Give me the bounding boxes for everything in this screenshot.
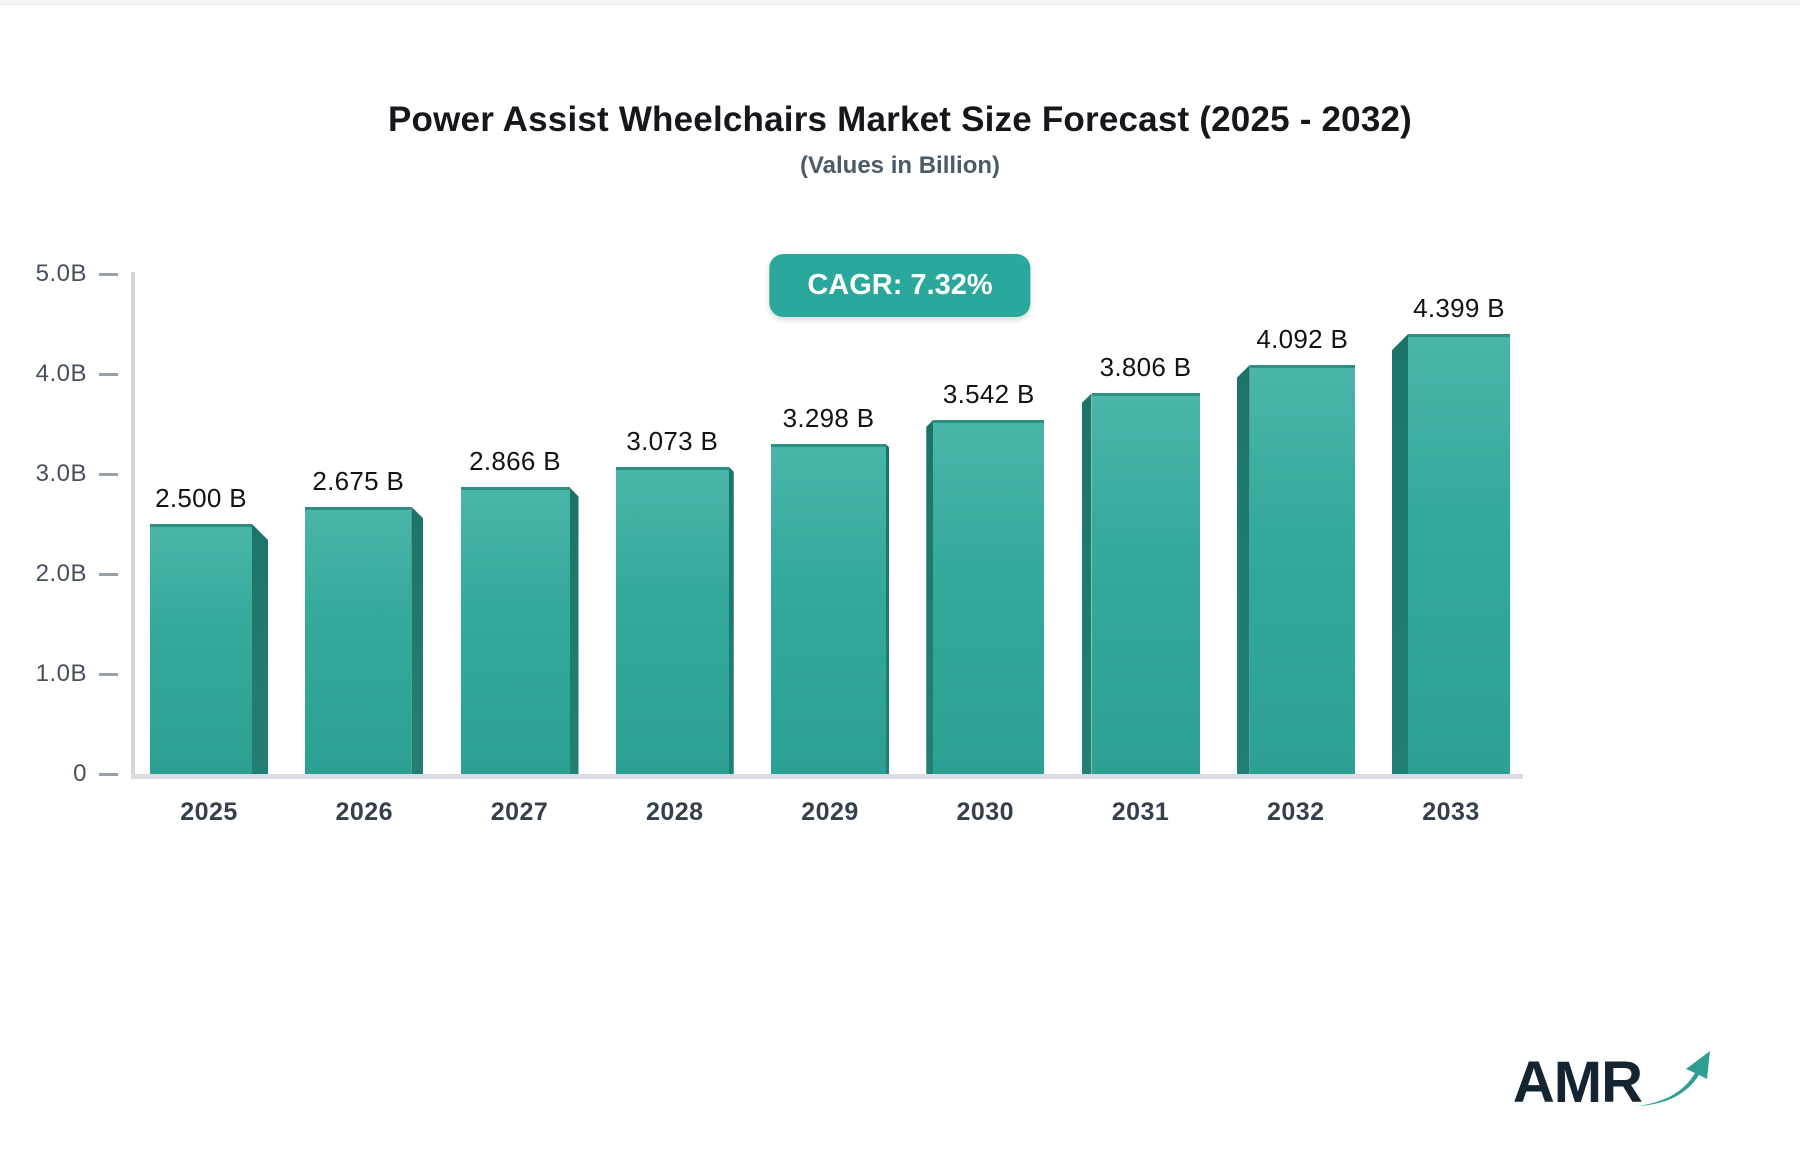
bar-2028[interactable]: 3.073 B bbox=[615, 426, 734, 774]
bar-face bbox=[150, 524, 252, 774]
y-tick-label: 4.0B bbox=[35, 360, 87, 387]
cagr-badge: CAGR: 7.32% bbox=[769, 254, 1031, 317]
bar-slot-2030: 3.542 B 2030 bbox=[926, 274, 1045, 826]
y-tick-label: 5.0B bbox=[35, 260, 87, 287]
bar-face bbox=[1408, 334, 1510, 774]
y-tick-dash bbox=[99, 572, 118, 576]
bar-slot-2031: 3.806 B 2031 bbox=[1081, 274, 1200, 826]
bar-value-label: 4.092 B bbox=[1256, 323, 1349, 354]
bar-2026[interactable]: 2.675 B bbox=[305, 466, 424, 774]
bar-face bbox=[615, 466, 729, 774]
bar-side-shade bbox=[886, 444, 889, 774]
bar-2030[interactable]: 3.542 B bbox=[926, 379, 1045, 774]
plot-area: 2.500 B 2025 2.675 B 2026 2.866 B 2027 3.073 B… bbox=[150, 274, 1510, 826]
bar-slot-2028: 3.073 B 2028 bbox=[615, 274, 734, 826]
bar-slot-2029: 3.298 B 2029 bbox=[771, 274, 889, 826]
y-tick-1.0B: 1.0B bbox=[0, 660, 131, 688]
bar-side-shade bbox=[252, 524, 268, 774]
bar-value-label: 2.500 B bbox=[155, 483, 247, 513]
bar-chart: 5.0B 4.0B 3.0B 2.0B 1.0B 0 2.500 B 2025 2.675 B… bbox=[0, 260, 1800, 834]
bar-value-label: 4.399 B bbox=[1413, 293, 1505, 324]
y-tick-label: 1.0B bbox=[35, 660, 87, 687]
bar-face bbox=[1249, 364, 1355, 774]
y-tick-0: 0 bbox=[0, 760, 131, 788]
y-tick-label: 2.0B bbox=[35, 560, 87, 587]
bar-face bbox=[305, 506, 412, 774]
y-tick-dash bbox=[99, 372, 118, 376]
x-tick-label-2027: 2027 bbox=[490, 798, 549, 826]
bar-2031[interactable]: 3.806 B bbox=[1081, 352, 1200, 774]
bar-slot-2033: 4.399 B 2033 bbox=[1392, 274, 1510, 826]
bar-value-label: 3.073 B bbox=[626, 425, 719, 456]
bar-2027[interactable]: 2.866 B bbox=[460, 446, 579, 774]
bar-2033[interactable]: 4.399 B bbox=[1392, 293, 1510, 774]
y-tick-4.0B: 4.0B bbox=[0, 360, 131, 388]
y-tick-dash bbox=[99, 472, 118, 476]
y-tick-dash bbox=[99, 272, 118, 276]
y-tick-dash bbox=[99, 672, 118, 676]
x-tick-label-2028: 2028 bbox=[645, 798, 704, 826]
bars-row: 2.500 B 2025 2.675 B 2026 2.866 B 2027 3.073 B… bbox=[150, 274, 1510, 826]
bar-value-label: 3.298 B bbox=[782, 403, 875, 434]
page-title: Power Assist Wheelchairs Market Size For… bbox=[387, 100, 1412, 139]
bar-slot-2025: 2.500 B 2025 bbox=[150, 274, 268, 826]
bar-side-shade bbox=[1392, 334, 1408, 774]
y-axis-line bbox=[131, 272, 135, 778]
y-tick-5.0B: 5.0B bbox=[0, 260, 131, 288]
bar-value-label: 3.542 B bbox=[942, 378, 1035, 409]
bar-value-label: 2.866 B bbox=[469, 446, 561, 477]
bar-face bbox=[771, 444, 886, 774]
amr-logo-text: AMR bbox=[1512, 1050, 1643, 1115]
bar-side-shade bbox=[411, 506, 424, 774]
bar-2025[interactable]: 2.500 B bbox=[150, 483, 268, 774]
chart-subtitle: (Values in Billion) bbox=[799, 152, 1001, 179]
x-tick-label-2025: 2025 bbox=[180, 798, 238, 826]
bar-2029[interactable]: 3.298 B bbox=[771, 403, 889, 774]
bar-side-shade bbox=[569, 487, 579, 774]
bar-face bbox=[933, 419, 1045, 774]
bar-slot-2027: 2.866 B 2027 bbox=[460, 274, 579, 826]
bar-value-label: 3.806 B bbox=[1099, 352, 1192, 383]
bar-value-label: 2.675 B bbox=[312, 465, 405, 496]
bar-slot-2032: 4.092 B 2032 bbox=[1236, 274, 1355, 826]
y-tick-label: 3.0B bbox=[35, 460, 87, 487]
bar-side-shade bbox=[1081, 393, 1092, 774]
y-tick-2.0B: 2.0B bbox=[0, 560, 131, 588]
bar-side-shade bbox=[728, 466, 734, 774]
bar-side-shade bbox=[1236, 364, 1250, 774]
x-tick-label-2032: 2032 bbox=[1266, 798, 1325, 826]
x-axis-line bbox=[131, 774, 1523, 779]
growth-arrow-icon bbox=[1636, 1051, 1710, 1106]
x-tick-label-2026: 2026 bbox=[335, 798, 394, 826]
x-tick-label-2030: 2030 bbox=[956, 798, 1015, 826]
y-tick-dash bbox=[99, 772, 118, 776]
bar-face bbox=[1091, 393, 1200, 774]
amr-logo: AMR bbox=[1513, 1048, 1712, 1112]
x-tick-label-2033: 2033 bbox=[1422, 798, 1480, 826]
y-tick-label: 0 bbox=[73, 760, 87, 787]
bar-slot-2026: 2.675 B 2026 bbox=[305, 274, 424, 826]
x-tick-label-2031: 2031 bbox=[1111, 798, 1170, 826]
x-tick-label-2029: 2029 bbox=[801, 798, 859, 826]
bar-side-shade bbox=[926, 419, 934, 774]
bar-face bbox=[460, 487, 570, 774]
y-tick-3.0B: 3.0B bbox=[0, 460, 131, 488]
bar-2032[interactable]: 4.092 B bbox=[1236, 324, 1355, 774]
